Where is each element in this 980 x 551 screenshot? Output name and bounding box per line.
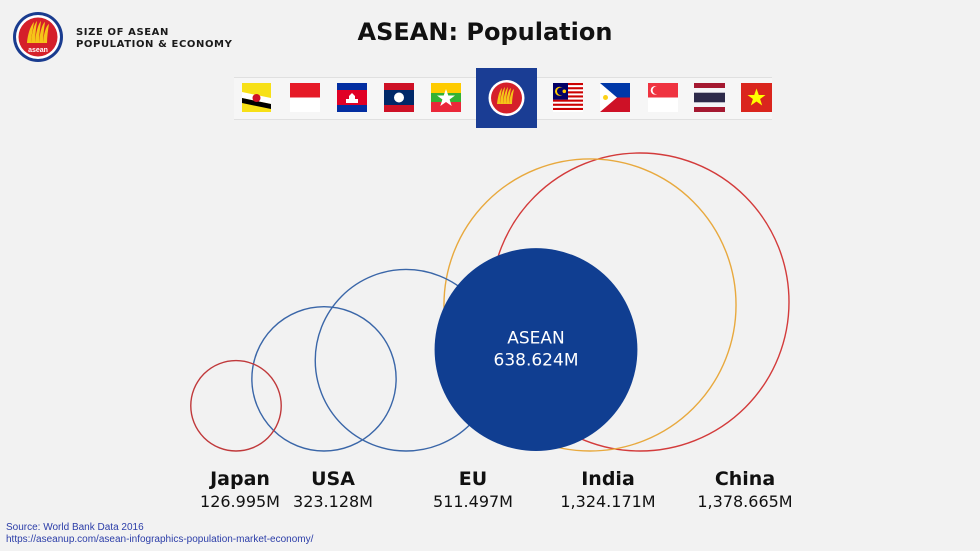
flag-malaysia-icon (553, 83, 583, 112)
series-name-usa: USA (311, 468, 355, 490)
asean-logo: asean (13, 12, 63, 62)
flag-laos-icon (384, 83, 414, 112)
source-note: Source: World Bank Data 2016 https://ase… (6, 522, 313, 546)
series-name-india: India (581, 468, 635, 490)
flag-singapore-icon (648, 83, 678, 112)
series-value-india: 1,324.171M (560, 492, 655, 511)
source-text: Source: World Bank Data 2016 (6, 522, 144, 533)
series-name-eu: EU (459, 468, 487, 490)
brand-title: SIZE OF ASEAN POPULATION & ECONOMY (76, 27, 232, 51)
flag-philippines-icon (600, 83, 630, 112)
series-value-eu: 511.497M (433, 492, 513, 511)
bubble-india (443, 158, 737, 452)
bubble-layer (190, 152, 790, 452)
flag-vietnam-icon (741, 83, 772, 112)
series-value-usa: 323.128M (293, 492, 373, 511)
bubble-label-asean-name: ASEAN (507, 329, 565, 349)
flag-cambodia-icon (337, 83, 367, 112)
bubble-asean (434, 248, 638, 451)
brand-line-1: SIZE OF ASEAN (76, 27, 169, 38)
series-name-china: China (715, 468, 775, 490)
bubble-label-asean-value: 638.624M (494, 351, 579, 371)
flag-indonesia-icon (290, 83, 320, 112)
flag-thailand-icon (694, 83, 725, 112)
brand-line-2: POPULATION & ECONOMY (76, 39, 233, 50)
flag-myanmar-icon (431, 83, 461, 112)
page-title: ASEAN: Population (357, 18, 613, 46)
series-value-japan: 126.995M (200, 492, 280, 511)
series-name-japan: Japan (208, 468, 270, 490)
flag-asean-icon (476, 68, 537, 128)
bubble-japan (190, 359, 282, 452)
flag-brunei-icon (242, 83, 271, 112)
series-value-china: 1,378.665M (697, 492, 792, 511)
bubble-usa (251, 306, 397, 452)
source-url[interactable]: https://aseanup.com/asean-infographics-p… (6, 534, 314, 545)
logo-text: asean (28, 47, 48, 54)
